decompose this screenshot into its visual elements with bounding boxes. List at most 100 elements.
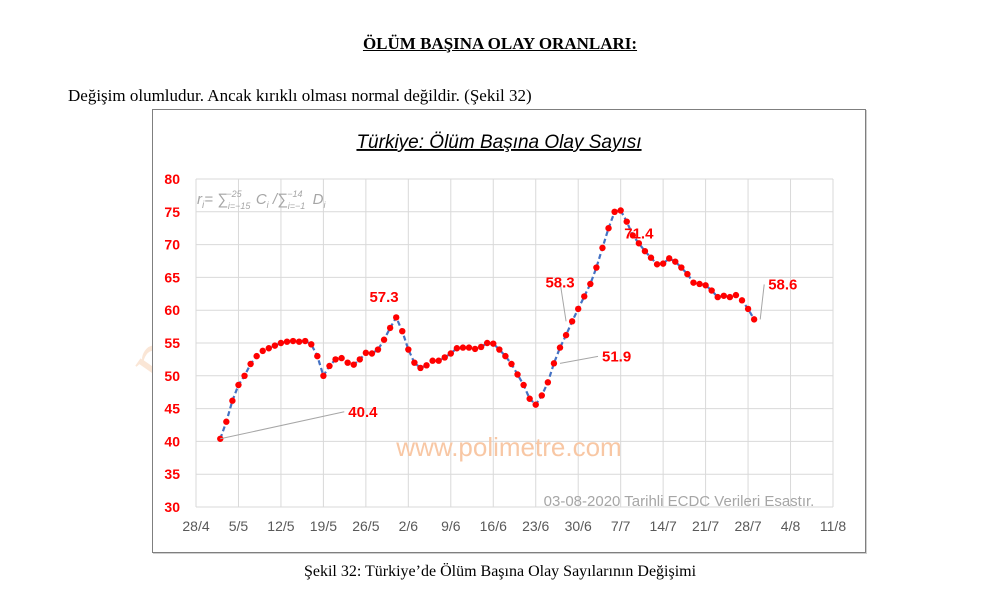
y-tick-label: 30 (164, 499, 180, 515)
y-tick-label: 70 (164, 237, 180, 253)
data-point (678, 264, 685, 271)
y-tick-label: 80 (164, 171, 180, 187)
data-point (471, 345, 479, 353)
data-point (338, 354, 345, 362)
x-tick-label: 19/5 (310, 518, 337, 534)
series-markers (217, 207, 758, 442)
annotation-label: 57.3 (369, 289, 398, 306)
page-heading: ÖLÜM BAŞINA OLAY ORANLARI: (362, 34, 638, 53)
data-point (556, 344, 564, 351)
data-point (544, 379, 552, 386)
data-point (550, 360, 558, 367)
x-tick-label: 4/8 (781, 518, 801, 534)
source-note: 03-08-2020 Tarihli ECDC Verileri Esastır… (544, 493, 815, 510)
x-axis: 28/4 5/5 12/5 19/5 26/5 2/6 9/6 16/6 23/6 30/6 7/7… (182, 518, 846, 534)
y-tick-label: 45 (164, 401, 180, 417)
data-point (356, 356, 363, 363)
data-point (672, 258, 679, 265)
data-point (750, 316, 758, 323)
chart-title: Türkiye: Ölüm Başına Olay Sayısı (356, 132, 641, 153)
data-point (744, 305, 752, 313)
data-point (411, 359, 418, 366)
data-point (350, 361, 357, 368)
chart-frame: Türkiye: Ölüm Başına Olay Sayısı 30 35 40 4… (152, 109, 866, 553)
data-point (283, 338, 291, 345)
data-point (641, 247, 649, 255)
x-tick-label: 2/6 (399, 518, 419, 534)
intro-paragraph: Değişim olumludur. Ancak kırıklı olması … (68, 86, 532, 105)
data-point (380, 336, 388, 343)
annotation-leader (559, 282, 567, 322)
x-tick-label: 11/8 (820, 518, 846, 534)
data-point (368, 350, 376, 357)
data-point (332, 356, 339, 363)
data-point (702, 282, 709, 289)
data-point (302, 337, 309, 345)
data-point (265, 345, 272, 352)
annotation-label: 40.4 (348, 404, 378, 421)
data-point (726, 293, 734, 301)
data-point (241, 372, 248, 379)
data-point (295, 338, 303, 345)
data-point (593, 264, 600, 271)
data-point (314, 352, 321, 360)
data-point (235, 381, 242, 389)
x-tick-label: 26/5 (352, 518, 379, 534)
data-point (611, 208, 618, 215)
annotation-label: 51.9 (602, 348, 631, 365)
data-point (423, 362, 430, 369)
data-point (374, 346, 382, 353)
annotation-leader (220, 411, 345, 440)
data-point (326, 362, 333, 370)
data-point (605, 225, 612, 232)
data-point (465, 344, 473, 351)
data-point (720, 292, 727, 299)
data-point (738, 297, 746, 304)
data-point (653, 261, 661, 268)
data-point (399, 327, 406, 335)
x-tick-label: 9/6 (441, 518, 461, 534)
data-point (508, 360, 515, 368)
data-point (659, 260, 667, 267)
data-point (405, 346, 412, 353)
x-tick-label: 16/6 (480, 518, 507, 534)
data-point (532, 401, 539, 408)
data-point (393, 314, 400, 321)
data-point (587, 280, 594, 288)
formula-note: ri= ∑i=−15−25 Ci /∑i=−1−14 Di (197, 189, 327, 211)
data-point (502, 352, 509, 360)
data-point (459, 344, 467, 351)
data-point (526, 395, 533, 402)
data-point (441, 354, 448, 361)
data-point (308, 341, 315, 348)
data-point (635, 240, 643, 247)
data-point (708, 287, 715, 294)
figure-caption: Şekil 32: Türkiye’de Ölüm Başına Olay Sa… (303, 563, 697, 580)
data-point (538, 392, 545, 399)
x-tick-label: 28/4 (182, 518, 209, 534)
annotations: 40.4 57.3 58.3 51.9 71.4 58.6 (220, 225, 797, 440)
data-point (229, 397, 236, 404)
data-point (496, 346, 503, 353)
data-point (447, 350, 454, 357)
data-point (562, 331, 570, 339)
data-point (629, 232, 636, 239)
data-point (647, 254, 655, 261)
annotation-label: 58.3 (545, 274, 574, 291)
data-point (520, 381, 527, 389)
data-point (666, 255, 673, 262)
x-tick-label: 12/5 (267, 518, 294, 534)
data-point (362, 349, 370, 357)
data-point (417, 364, 424, 372)
data-point (617, 207, 624, 214)
y-tick-label: 55 (164, 335, 180, 351)
x-tick-label: 7/7 (611, 518, 631, 534)
x-tick-label: 30/6 (565, 518, 592, 534)
data-point (599, 244, 606, 252)
data-point (477, 343, 485, 351)
data-point (714, 293, 721, 301)
data-point (690, 279, 697, 286)
data-point (684, 270, 691, 278)
data-point (453, 345, 461, 352)
annotation-label: 71.4 (624, 225, 654, 242)
